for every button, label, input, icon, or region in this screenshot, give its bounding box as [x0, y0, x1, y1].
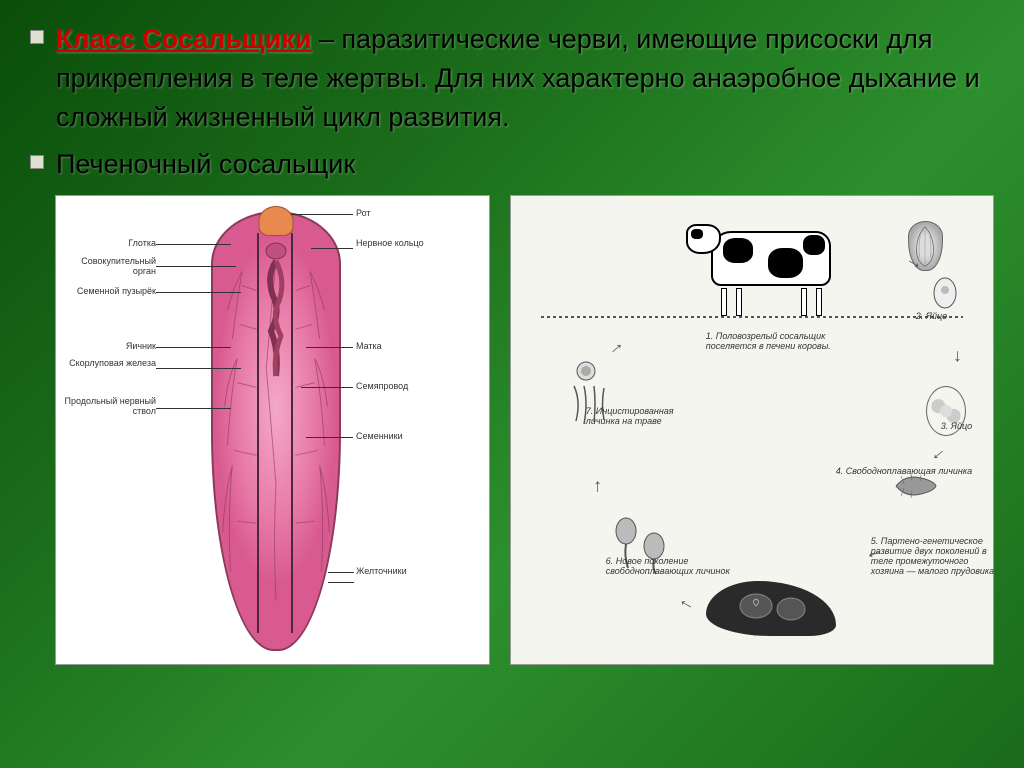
- label-mouth: Рот: [356, 208, 451, 218]
- stage-2-egg: [931, 276, 959, 316]
- worm-body: [211, 211, 341, 651]
- cow-head: [686, 224, 721, 254]
- cycle-stage-label: 7. Инцистированная личинка на траве: [586, 406, 706, 426]
- label-pharynx: Глотка: [61, 238, 156, 248]
- internal-organs: [251, 236, 301, 396]
- term-highlight: Класс Сосальщики: [56, 24, 311, 54]
- cycle-stage-label: 1. Половозрелый сосальщик поселяется в п…: [706, 331, 836, 351]
- cow-illustration: [681, 216, 861, 316]
- label-line: [156, 408, 231, 409]
- label-line: [306, 347, 353, 348]
- cow-spot: [723, 238, 753, 263]
- bullet-marker: [30, 30, 44, 44]
- stage-5-snail: [706, 581, 836, 636]
- cycle-stage-label: 3. Яйцо: [941, 421, 991, 431]
- label-line: [156, 266, 236, 267]
- cow-leg: [736, 288, 742, 316]
- cow-spot: [691, 229, 703, 239]
- label-uterus: Матка: [356, 341, 451, 351]
- bullet-2: Печеночный сосальщик: [30, 145, 994, 184]
- lifecycle-diagram: → → → → → → → 1. Половозрелый сосальщик …: [510, 195, 994, 665]
- cycle-stage-label: 4. Свободноплавающая личинка: [836, 466, 976, 476]
- label-line: [156, 368, 241, 369]
- label-testes: Семенники: [356, 431, 451, 441]
- label-line: [301, 387, 353, 388]
- label-line: [328, 572, 354, 573]
- cycle-stage-label: 5. Партено-генетическое развитие двух по…: [871, 536, 996, 576]
- bullet-marker: [30, 155, 44, 169]
- arrow-icon: →: [584, 477, 605, 495]
- arrow-icon: →: [949, 347, 970, 365]
- cow-leg: [801, 288, 807, 316]
- arrow-icon: →: [672, 592, 698, 619]
- cow-spot: [768, 248, 803, 278]
- label-nerve-ring: Нервное кольцо: [356, 238, 451, 248]
- label-ovary: Яичник: [61, 341, 156, 351]
- cow-leg: [721, 288, 727, 316]
- label-vas-deferens: Семяпровод: [356, 381, 451, 391]
- images-row: Глотка Совокупительный орган Семенной пу…: [30, 195, 994, 665]
- worm-head: [259, 206, 294, 236]
- bullet-1: Класс Сосальщики – паразитические черви,…: [30, 20, 994, 137]
- label-line: [156, 292, 241, 293]
- cycle-stage-label: 6. Новое поколение свободноплавающих лич…: [606, 556, 736, 576]
- anatomy-diagram: Глотка Совокупительный орган Семенной пу…: [55, 195, 490, 665]
- label-line: [156, 244, 231, 245]
- cow-leg: [816, 288, 822, 316]
- label-line: [328, 582, 354, 583]
- bullet-text-1: Класс Сосальщики – паразитические черви,…: [56, 20, 994, 137]
- label-line: [156, 347, 231, 348]
- label-vitellaria: Желточники: [356, 566, 451, 576]
- bullet-text-2: Печеночный сосальщик: [56, 145, 355, 184]
- label-copulatory: Совокупительный орган: [61, 256, 156, 276]
- snail-icon: [706, 581, 836, 636]
- grass-line: [541, 316, 963, 318]
- slide-content: Класс Сосальщики – паразитические черви,…: [0, 0, 1024, 685]
- label-line: [311, 248, 353, 249]
- label-line: [291, 214, 353, 215]
- cycle-stage-label: 2. Яйцо: [916, 311, 976, 321]
- label-line: [306, 437, 353, 438]
- cow-body: [711, 231, 831, 286]
- label-nerve-cord: Продольный нервный ствол: [61, 396, 156, 416]
- label-seminal-vesicle: Семенной пузырёк: [61, 286, 156, 296]
- label-shell-gland: Скорлуповая железа: [61, 358, 156, 368]
- cow-spot: [803, 235, 825, 255]
